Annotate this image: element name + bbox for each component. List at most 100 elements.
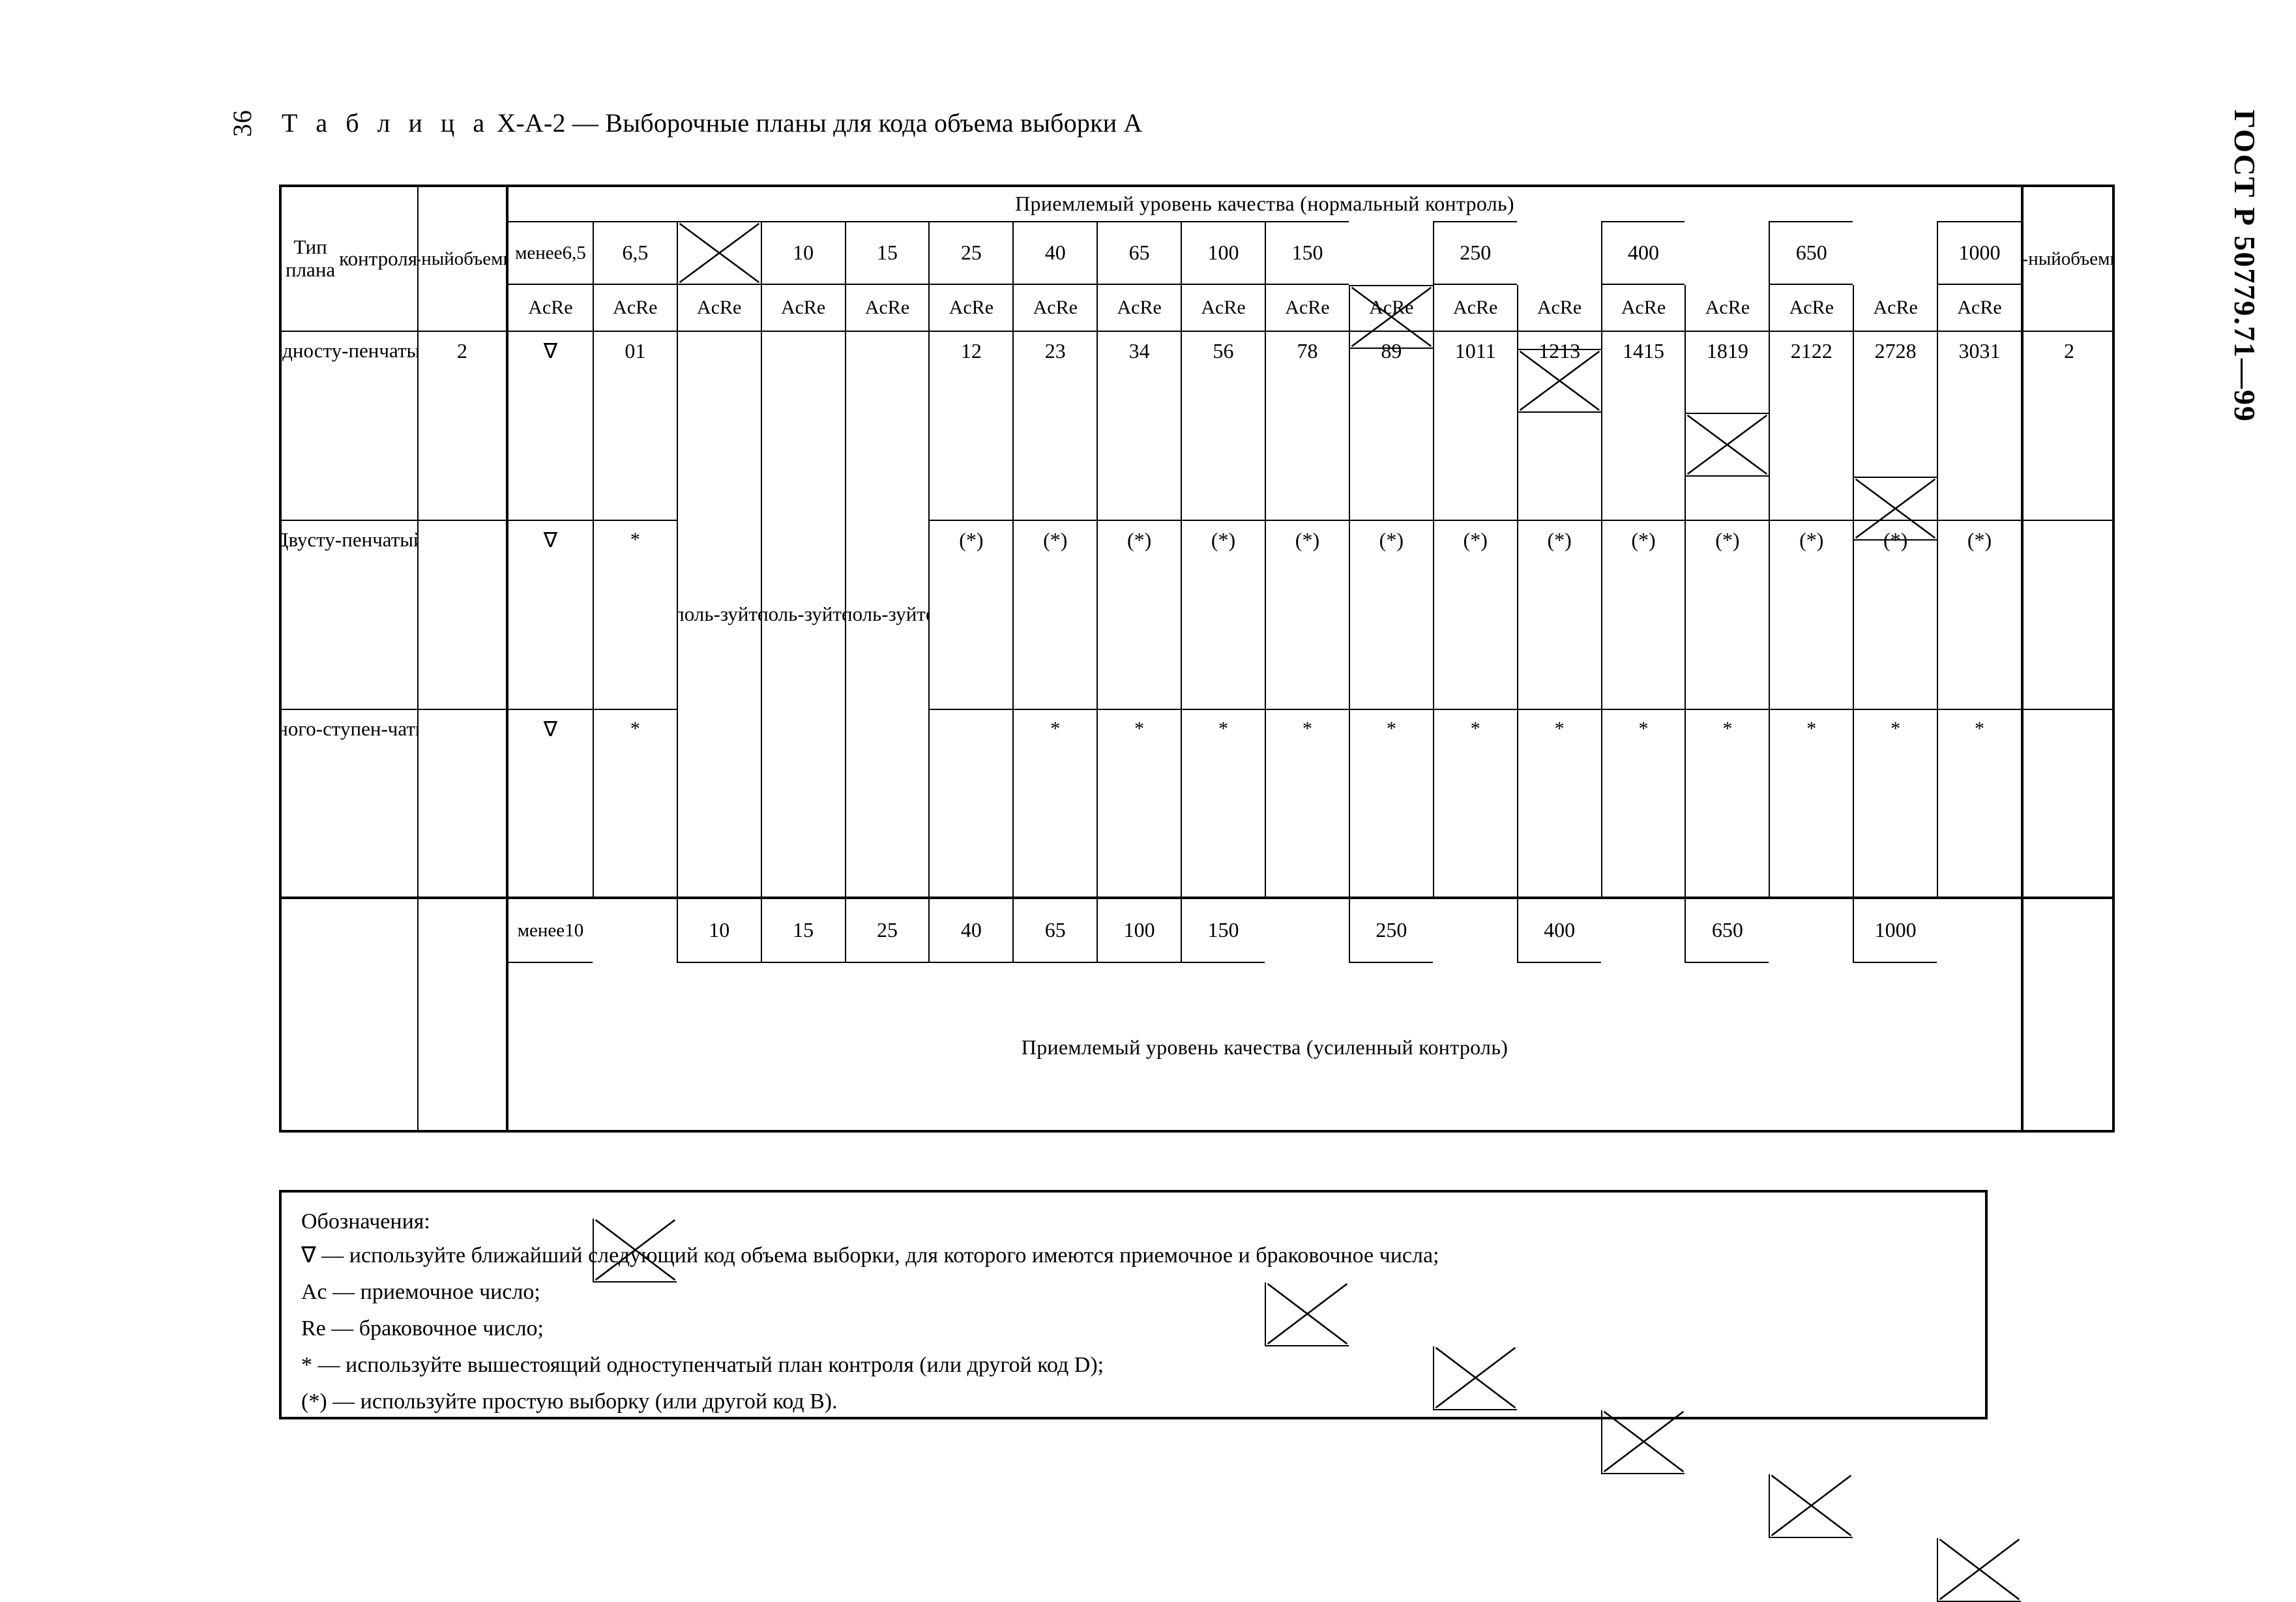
legend-title: Обозначения:	[301, 1209, 430, 1234]
footer-aql-value-5: 25	[844, 899, 929, 963]
footer-aql-value-6: 40	[928, 899, 1013, 963]
cell-r2-c16: (*)	[1769, 521, 1853, 710]
cell-r3-c13: *	[1516, 710, 1601, 899]
footer-aql-value-16	[1769, 1474, 1853, 1538]
footer-aql-value-18	[1937, 1538, 2021, 1602]
cell-r1-c12: 1011	[1432, 332, 1517, 521]
header-aql-value-4: 10	[760, 221, 845, 285]
cell-r2-c1: ∇	[508, 521, 593, 710]
cell-r2-c14: (*)	[1600, 521, 1685, 710]
header-plan-type: Тип плана контроля	[282, 187, 417, 332]
caption-code: X-A-2	[497, 108, 566, 138]
cell-r3-c1: ∇	[508, 710, 593, 899]
header-aql-value-1: менее 6,5	[508, 221, 593, 285]
footer-aql-value-11: 250	[1348, 899, 1433, 963]
header-aql-value-7: 40	[1012, 221, 1097, 285]
cell-r2-c9: (*)	[1181, 521, 1265, 710]
cell-r3-c16: *	[1769, 710, 1853, 899]
cell-r1-c10: 78	[1265, 332, 1349, 521]
row-sample-size-left-2	[417, 521, 508, 710]
use-code-cell-3: Ис-поль-зуйтекод B	[844, 332, 929, 899]
cell-r2-c17: (*)	[1853, 521, 1937, 710]
document-page: 36 Т а б л и ц а X-A-2 — Выборочные план…	[228, 108, 2261, 1602]
footer-aql-value-13: 400	[1516, 899, 1601, 963]
row-plan-type-3: Много-ступен-чатый	[282, 710, 417, 899]
footer-aql-tightened-title: Приемлемый уровень качества (усиленный к…	[1021, 1035, 1509, 1060]
cell-r1-c13: 1213	[1516, 332, 1601, 521]
header-acre-4: AcRe	[760, 285, 845, 332]
footer-aql-value-4: 15	[760, 899, 845, 963]
cell-r1-c11: 89	[1348, 332, 1433, 521]
row-plan-type-1: Односту-пенчатый	[282, 332, 417, 521]
sampling-plans-table: Тип планаконтроляСуммар-ныйобъемвыборкиП…	[279, 185, 2115, 1602]
footer-sample-size-left-blank	[417, 899, 508, 1133]
cell-r3-c14: *	[1600, 710, 1685, 899]
cell-r1-c18: 3031	[1937, 332, 2021, 521]
cell-r3-c7: *	[1012, 710, 1097, 899]
footer-aql-value-8: 100	[1096, 899, 1181, 963]
cell-r1-c15: 1819	[1685, 332, 1769, 521]
header-aql-value-3	[676, 221, 761, 285]
header-aql-value-5: 15	[844, 221, 929, 285]
footer-sample-size-right-blank	[2021, 899, 2115, 1133]
caption-prefix: Т а б л и ц а	[282, 108, 491, 138]
cell-r3-c2: *	[592, 710, 677, 899]
header-acre-3: AcRe	[676, 285, 761, 332]
cell-r3-c18: *	[1937, 710, 2021, 899]
row-sample-size-right-3	[2021, 710, 2115, 899]
cell-r1-c2: 01	[592, 332, 677, 521]
standard-reference: ГОСТ Р 50779.71—99	[2228, 110, 2261, 423]
cell-r2-c13: (*)	[1516, 521, 1601, 710]
cell-r2-c7: (*)	[1012, 521, 1097, 710]
header-acre-10: AcRe	[1265, 285, 1349, 332]
cell-r1-c9: 56	[1181, 332, 1265, 521]
cell-r2-c11: (*)	[1348, 521, 1433, 710]
cell-r3-c15: *	[1685, 710, 1769, 899]
header-acre-14: AcRe	[1600, 285, 1685, 332]
header-aql-value-16: 650	[1769, 221, 1853, 285]
footer-aql-value-12	[1432, 1346, 1517, 1410]
footer-aql-value-10	[1265, 1283, 1349, 1346]
legend-item: (*) — используйте простую выборку (или д…	[301, 1389, 838, 1414]
header-aql-value-8: 65	[1096, 221, 1181, 285]
cell-r3-c6	[928, 710, 1013, 899]
header-acre-11: AcRe	[1348, 285, 1433, 332]
cell-r2-c2: *	[592, 521, 677, 710]
header-aql-value-14: 400	[1600, 221, 1685, 285]
footer-aql-value-7: 65	[1012, 899, 1097, 963]
cell-r3-c9: *	[1181, 710, 1265, 899]
cell-r2-c18: (*)	[1937, 521, 2021, 710]
cell-r3-c11: *	[1348, 710, 1433, 899]
cell-r2-c15: (*)	[1685, 521, 1769, 710]
footer-plan-type-blank	[282, 899, 417, 1133]
header-acre-12: AcRe	[1432, 285, 1517, 332]
footer-aql-value-17: 1000	[1853, 899, 1937, 963]
table-caption: Т а б л и ц а X-A-2 — Выборочные планы д…	[282, 108, 1143, 138]
cell-r2-c10: (*)	[1265, 521, 1349, 710]
cell-r3-c17: *	[1853, 710, 1937, 899]
use-code-cell-1: Ис-поль-зуйтекод D	[676, 332, 761, 899]
header-aql-value-10: 150	[1265, 221, 1349, 285]
cell-r3-c8: *	[1096, 710, 1181, 899]
header-acre-17: AcRe	[1853, 285, 1937, 332]
cell-r1-c6: 12	[928, 332, 1013, 521]
legend-item: Ac — приемочное число;	[301, 1280, 540, 1304]
cell-r1-c1: ∇	[508, 332, 593, 521]
header-acre-8: AcRe	[1096, 285, 1181, 332]
cell-r1-c16: 2122	[1769, 332, 1853, 521]
header-aql-value-18: 1000	[1937, 221, 2021, 285]
legend-item: Re — браковочное число;	[301, 1316, 544, 1341]
footer-aql-value-1: менее 10	[508, 899, 593, 963]
header-acre-2: AcRe	[592, 285, 677, 332]
header-acre-16: AcRe	[1769, 285, 1853, 332]
use-code-cell-2: Ис-поль-зуйтекод C	[760, 332, 845, 899]
header-aql-normal-title: Приемлемый уровень качества (нормальный …	[1015, 192, 1514, 216]
footer-aql-value-2	[592, 1219, 677, 1283]
row-sample-size-right-2	[2021, 521, 2115, 710]
row-plan-type-2: Двусту-пенчатый	[282, 521, 417, 710]
header-acre-13: AcRe	[1516, 285, 1601, 332]
header-aql-value-6: 25	[928, 221, 1013, 285]
cell-r1-c7: 23	[1012, 332, 1097, 521]
legend-box: Обозначения: ∇ — используйте ближайший с…	[279, 1190, 1988, 1419]
caption-text: Выборочные планы для кода объема выборки…	[605, 108, 1143, 138]
